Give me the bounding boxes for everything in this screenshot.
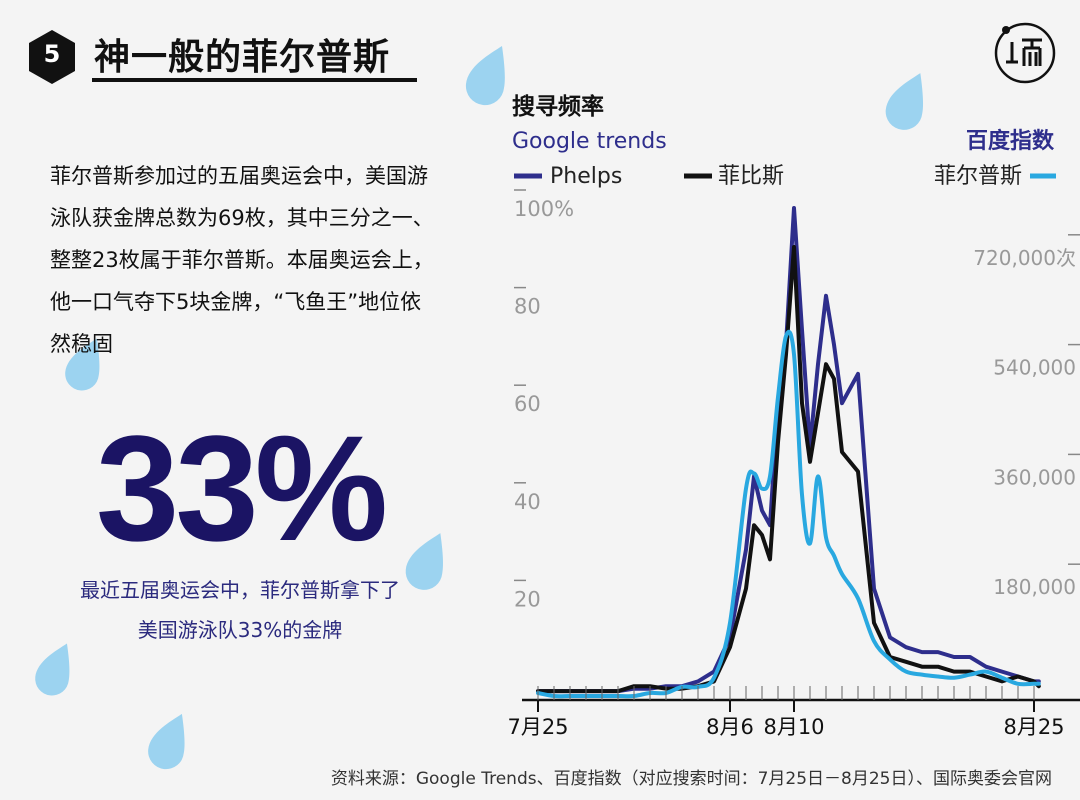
number-badge-label: 5 — [43, 40, 61, 68]
legend-label-feiersipusi: 菲尔普斯 — [934, 164, 1022, 189]
left-tick-label: 100% — [514, 197, 574, 221]
left-tick-label: 60 — [514, 392, 541, 416]
chart-title: 搜寻频率 — [512, 93, 604, 120]
stat-caption: 最近五届奥运会中，菲尔普斯拿下了 美国游泳队33%的金牌 — [40, 570, 440, 650]
right-axis-title: 百度指数 — [966, 128, 1055, 154]
big-stat-value: 33% — [95, 404, 388, 572]
stat-caption-line: 美国游泳队33%的金牌 — [137, 618, 343, 642]
series-line-phelps — [536, 206, 1041, 694]
legend-label-feibisi: 菲比斯 — [718, 164, 784, 189]
water-drop-icon — [65, 338, 100, 391]
stat-caption-line: 最近五届奥运会中，菲尔普斯拿下了 — [80, 578, 400, 602]
legend: Phelps 菲比斯 菲尔普斯 — [514, 164, 1056, 189]
x-tick-label: 8月6 — [706, 715, 754, 739]
left-tick-label: 20 — [514, 587, 541, 611]
source-note: 资料来源：Google Trends、百度指数（对应搜索时间：7月25日－8月2… — [330, 769, 1052, 789]
number-badge — [29, 30, 75, 84]
x-tick-label: 7月25 — [507, 715, 568, 739]
search-frequency-chart: 搜寻频率 Google trends 百度指数 Phelps 菲比斯 菲尔普斯 … — [507, 93, 1080, 739]
title-underline — [92, 78, 417, 82]
water-drop-icon — [465, 46, 505, 106]
right-tick-label: 720,000次 — [973, 246, 1076, 270]
water-drop-icon — [885, 73, 924, 130]
water-drop-icon — [405, 533, 444, 590]
water-drop-icon — [35, 643, 70, 696]
legend-label-phelps: Phelps — [550, 164, 622, 189]
series-line-feiersipusi — [536, 329, 1041, 699]
left-tick-label: 40 — [514, 490, 541, 514]
left-tick-label: 80 — [514, 295, 541, 319]
page-title: 神一般的菲尔普斯 — [94, 37, 391, 78]
right-tick-label: 180,000 — [993, 575, 1076, 599]
water-drop-icon — [148, 713, 185, 770]
x-tick-label: 8月10 — [763, 715, 824, 739]
brand-logo-icon — [994, 22, 1056, 84]
right-tick-label: 360,000 — [993, 465, 1076, 489]
left-axis-title: Google trends — [512, 129, 667, 154]
body-paragraph: 菲尔普斯参加过的五届奥运会中，美国游泳队获金牌总数为69枚，其中三分之一、整整2… — [50, 164, 434, 356]
x-tick-label: 8月25 — [1003, 715, 1064, 739]
series-line-feibisi — [536, 245, 1041, 694]
right-tick-label: 540,000 — [993, 356, 1076, 380]
